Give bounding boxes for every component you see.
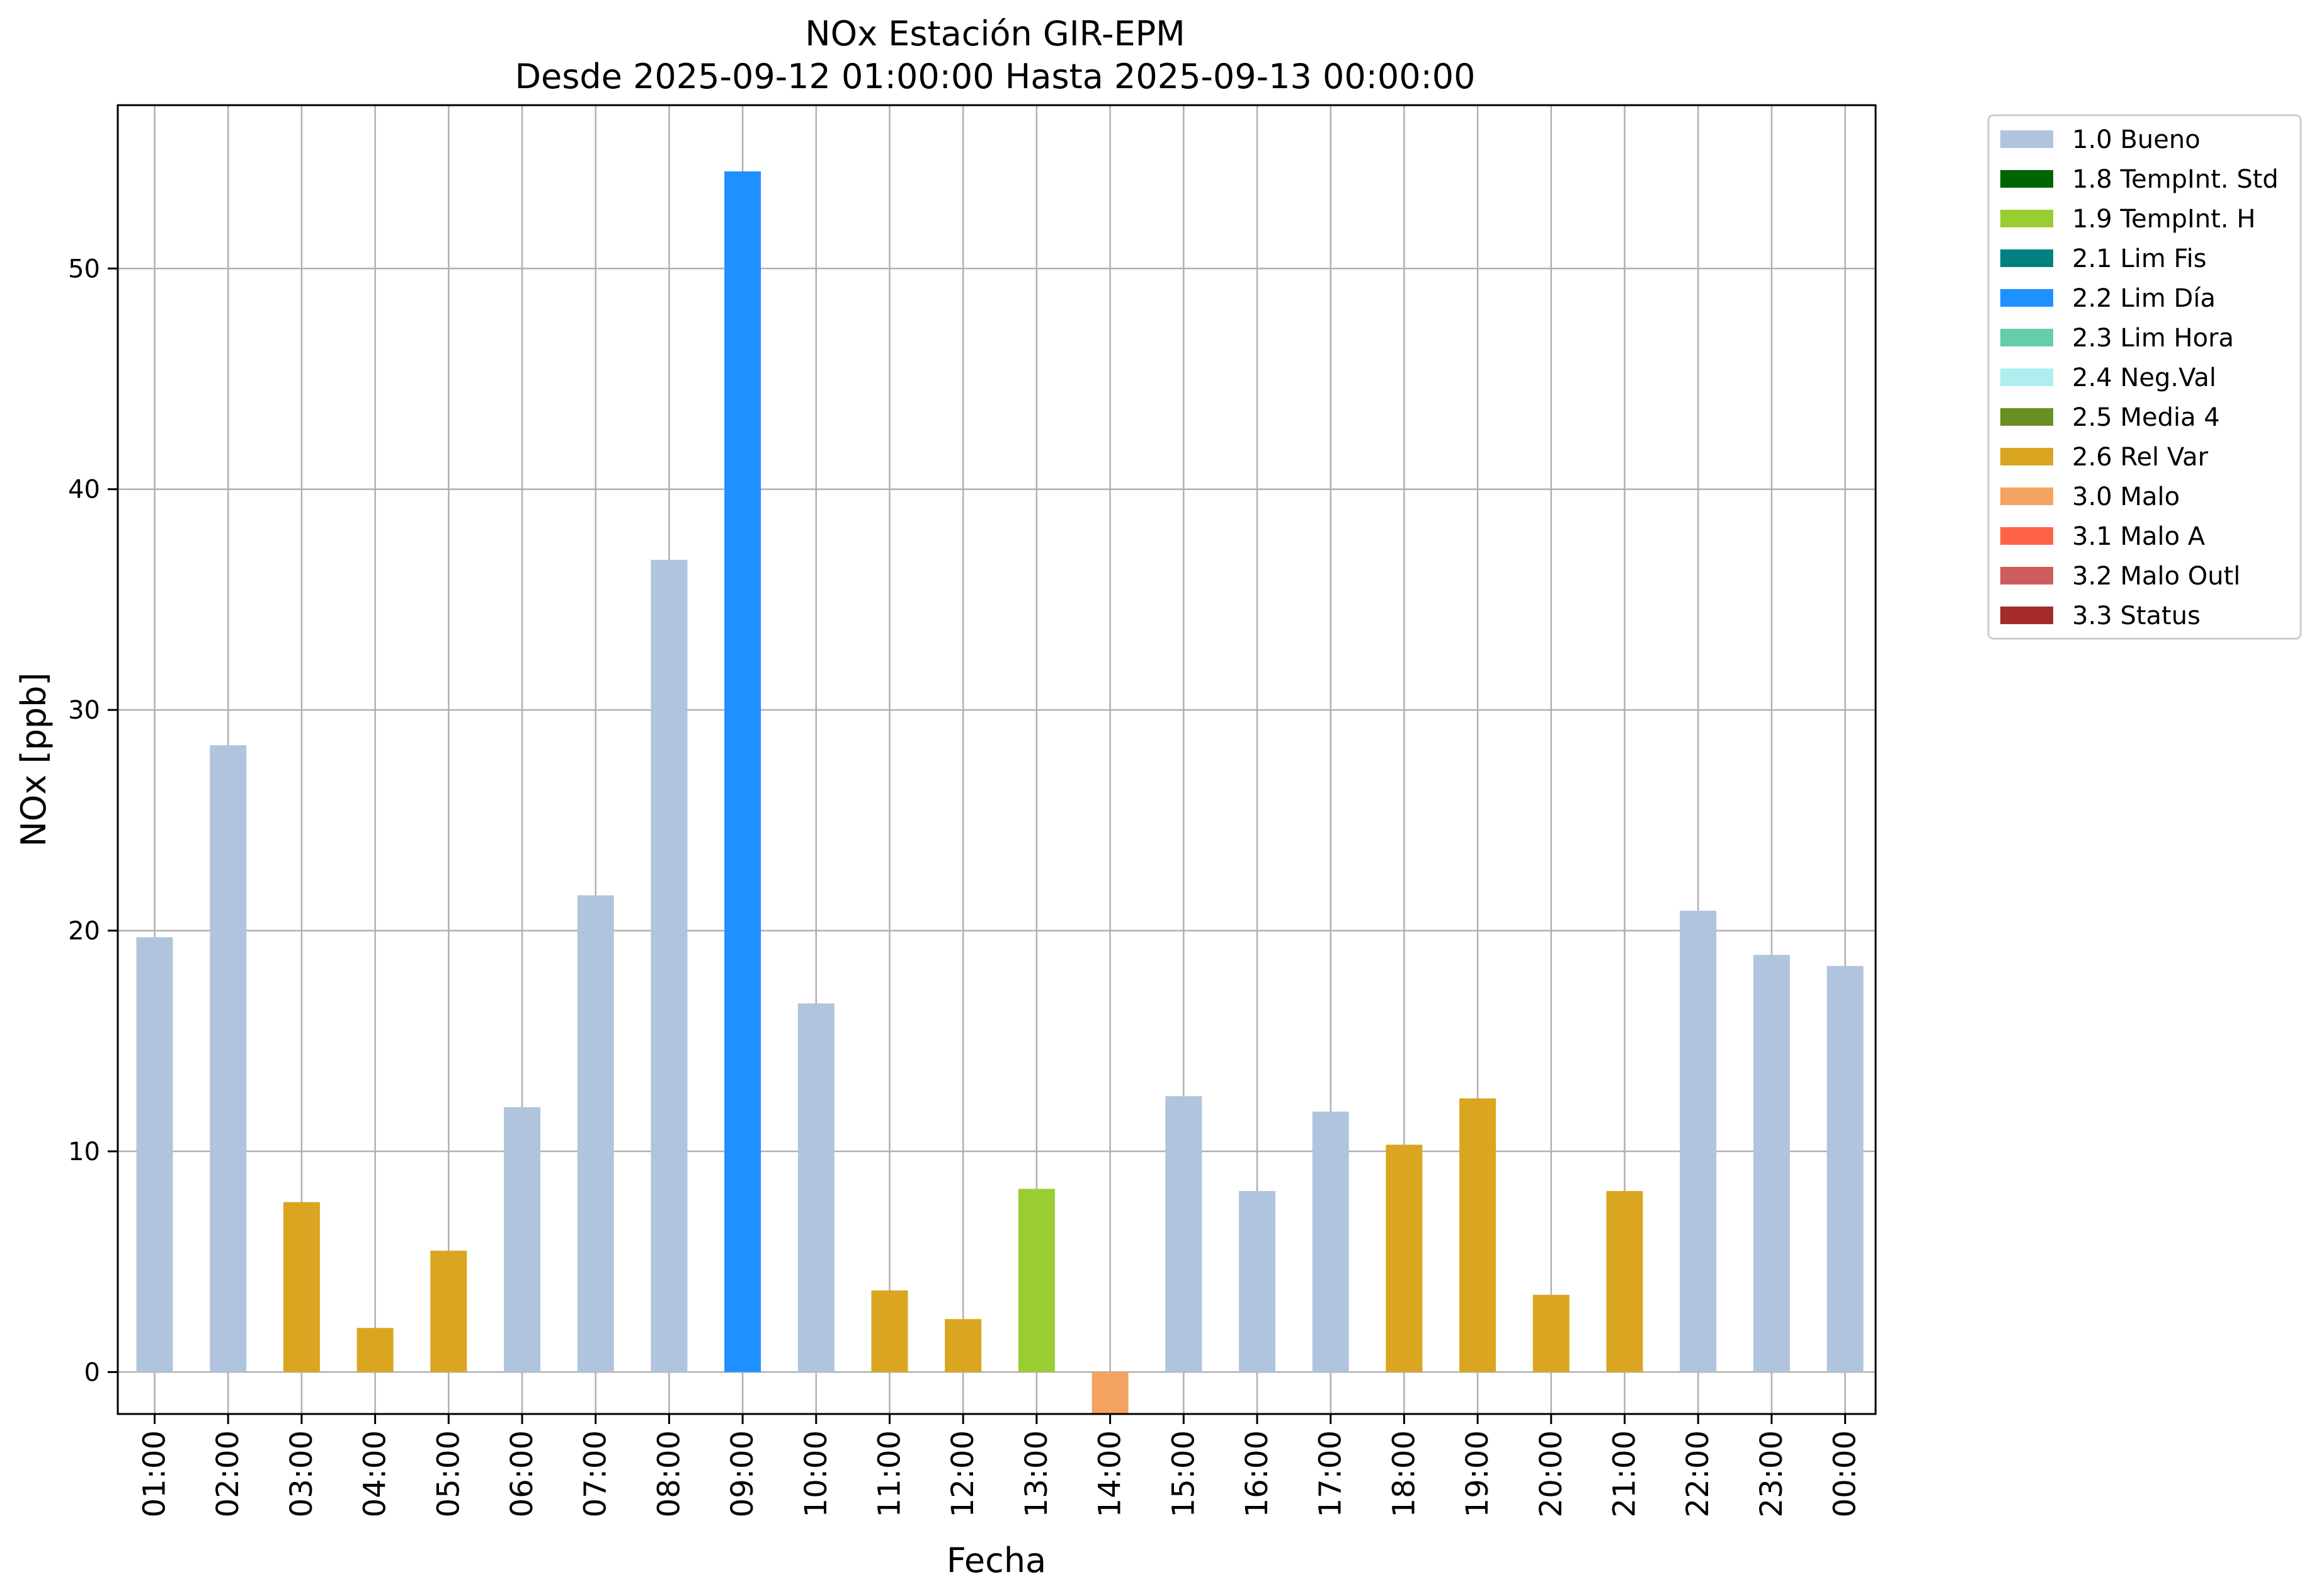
x-tick-label: 12:00: [945, 1430, 981, 1517]
x-tick-label: 21:00: [1607, 1430, 1643, 1517]
x-tick-label: 03:00: [284, 1430, 319, 1517]
bar: [1165, 1096, 1202, 1372]
x-axis-ticks: 01:00 02:00 03:00 04:00 05:00 06:00 07:00 08:00…: [137, 1414, 1863, 1517]
bar: [1826, 966, 1864, 1372]
bar: [1680, 911, 1717, 1372]
x-tick-label: 22:00: [1680, 1430, 1716, 1517]
x-tick-label: 06:00: [504, 1430, 540, 1517]
y-tick-label: 40: [68, 476, 100, 504]
legend-label: 3.0 Malo: [2072, 482, 2180, 511]
legend-swatch: [2000, 249, 2053, 267]
bar: [283, 1202, 320, 1372]
x-tick-label: 08:00: [651, 1430, 687, 1517]
x-tick-label: 09:00: [725, 1430, 760, 1517]
legend-label: 2.4 Neg.Val: [2072, 363, 2216, 392]
x-tick-label: 15:00: [1166, 1430, 1201, 1517]
chart-title: NOx Estación GIR-EPM: [805, 14, 1185, 54]
legend-label: 2.5 Media 4: [2072, 403, 2220, 432]
legend-label: 2.1 Lim Fis: [2072, 244, 2206, 273]
x-tick-label: 01:00: [137, 1430, 173, 1517]
legend-label: 2.2 Lim Día: [2072, 284, 2216, 313]
legend-label: 1.8 TempInt. Std: [2072, 165, 2279, 194]
bar: [1018, 1188, 1055, 1372]
legend-swatch: [2000, 408, 2053, 426]
legend-label: 2.3 Lim Hora: [2072, 324, 2234, 353]
legend-swatch: [2000, 607, 2053, 624]
x-tick-label: 10:00: [799, 1430, 834, 1517]
legend-label: 1.0 Bueno: [2072, 125, 2201, 154]
legend-box: [1987, 114, 2302, 640]
x-tick-label: 14:00: [1093, 1430, 1128, 1517]
bar: [797, 1003, 835, 1372]
legend-label: 1.9 TempInt. H: [2072, 205, 2255, 234]
bar: [651, 559, 688, 1372]
legend-label: 2.6 Rel Var: [2072, 443, 2209, 472]
legend-swatch: [2000, 130, 2053, 148]
legend-label: 3.1 Malo A: [2072, 522, 2206, 551]
bar: [1753, 955, 1790, 1372]
legend-items: 1.0 Bueno 1.8 TempInt. Std 1.9 TempInt. H 2…: [2000, 125, 2279, 630]
x-tick-label: 13:00: [1019, 1430, 1054, 1517]
x-tick-label: 02:00: [210, 1430, 246, 1517]
legend-swatch: [2000, 329, 2053, 346]
x-tick-label: 05:00: [431, 1430, 466, 1517]
chart-subtitle: Desde 2025-09-12 01:00:00 Hasta 2025-09-…: [515, 57, 1475, 96]
x-tick-label: 20:00: [1534, 1430, 1569, 1517]
bar: [724, 171, 761, 1372]
legend-swatch: [2000, 368, 2053, 386]
legend-swatch: [2000, 170, 2053, 188]
bar: [1312, 1111, 1349, 1372]
x-tick-label: 16:00: [1239, 1430, 1275, 1517]
bar: [1459, 1098, 1496, 1372]
legend-swatch: [2000, 567, 2053, 584]
x-tick-label: 11:00: [872, 1430, 908, 1517]
x-tick-label: 23:00: [1754, 1430, 1789, 1517]
bar: [504, 1107, 540, 1372]
x-tick-label: 00:00: [1828, 1430, 1863, 1517]
bar: [1239, 1191, 1275, 1372]
x-tick-label: 18:00: [1386, 1430, 1422, 1517]
x-tick-label: 07:00: [578, 1430, 613, 1517]
bars: [136, 171, 1864, 1414]
y-tick-label: 0: [84, 1358, 100, 1387]
x-tick-label: 17:00: [1313, 1430, 1348, 1517]
legend: 1.0 Bueno 1.8 TempInt. Std 1.9 TempInt. H 2…: [1987, 114, 2302, 640]
bar: [577, 895, 614, 1372]
legend-swatch: [2000, 527, 2053, 545]
bar: [1606, 1191, 1643, 1372]
y-tick-label: 10: [68, 1137, 100, 1166]
legend-swatch: [2000, 210, 2053, 227]
y-axis-ticks: 0 10 20 30 40 50: [68, 254, 118, 1387]
bar: [1532, 1294, 1570, 1372]
bar: [210, 745, 247, 1372]
bar: [356, 1328, 394, 1372]
y-tick-label: 20: [68, 917, 100, 946]
legend-swatch: [2000, 448, 2053, 465]
legend-swatch: [2000, 487, 2053, 505]
bar: [871, 1290, 908, 1372]
bar: [136, 937, 173, 1372]
bar: [1091, 1372, 1129, 1414]
bar: [430, 1250, 467, 1372]
y-tick-label: 50: [68, 254, 100, 283]
bar: [945, 1319, 982, 1372]
bar: [1386, 1144, 1423, 1372]
plot-frame: [117, 104, 1877, 1415]
y-tick-label: 30: [68, 696, 100, 725]
y-axis-label: NOx [ppb]: [14, 673, 54, 847]
x-tick-label: 04:00: [358, 1430, 393, 1517]
legend-label: 3.2 Malo Outl: [2072, 562, 2240, 591]
legend-label: 3.3 Status: [2072, 601, 2201, 630]
x-axis-label: Fecha: [947, 1541, 1046, 1580]
x-tick-label: 19:00: [1460, 1430, 1495, 1517]
legend-swatch: [2000, 289, 2053, 307]
